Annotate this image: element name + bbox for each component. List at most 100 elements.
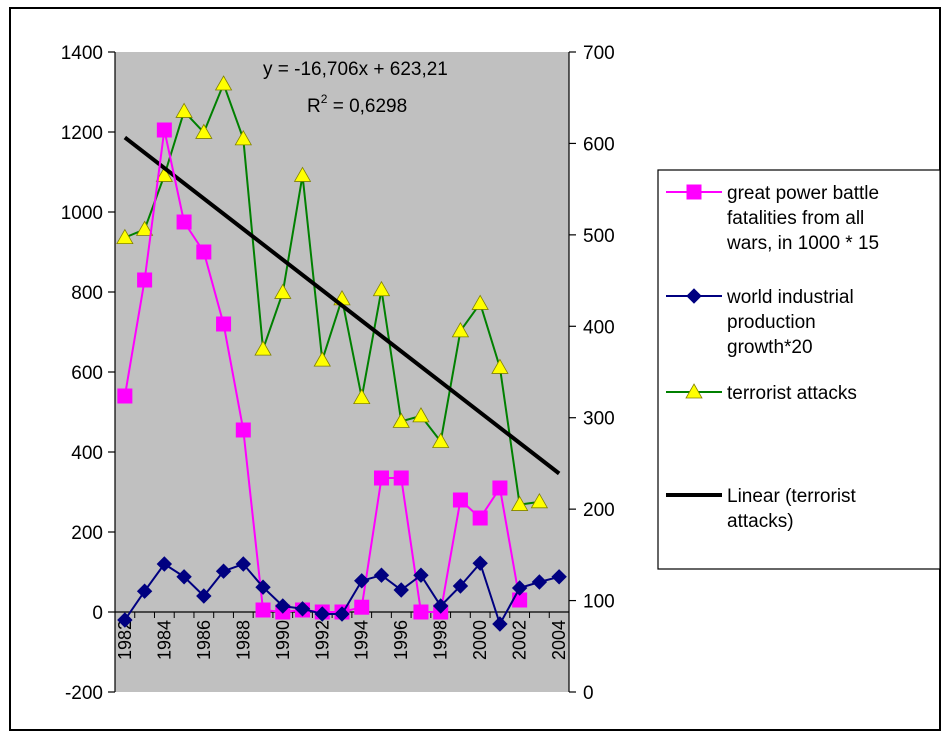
y-right-tick-label: 200 (583, 500, 615, 521)
series-point (234, 130, 252, 146)
series-point (314, 606, 330, 622)
y-right-tick-label: 700 (583, 43, 615, 64)
legend-label: production (727, 312, 816, 333)
series-point (392, 412, 410, 428)
series-point (136, 583, 153, 599)
legend-swatch-marker (686, 184, 702, 200)
y-left-tick-label: 800 (71, 283, 103, 304)
trendline-r-squared: R2 = 0,6298 (307, 92, 407, 117)
legend-label: Linear (terrorist (727, 486, 857, 507)
legend-label: world industrial (726, 287, 854, 308)
series-point (492, 616, 508, 632)
legend-label: attacks) (727, 511, 794, 532)
legend-swatch-marker (685, 383, 703, 399)
series-point (354, 599, 370, 615)
series-line (124, 81, 540, 506)
series-point (135, 220, 154, 236)
series-point (156, 556, 173, 572)
y-left-tick-label: 1200 (61, 123, 103, 144)
series-point (511, 580, 528, 596)
series-point (294, 601, 311, 617)
series-point (551, 569, 567, 585)
legend-label: terrorist attacks (727, 383, 857, 404)
legend-entry: world industrial production growth*20 (666, 287, 854, 358)
series-point (155, 166, 174, 182)
legend: great power battle fatalities from all war… (666, 183, 879, 532)
series-point (116, 228, 134, 245)
series-point (117, 388, 133, 404)
series-point (354, 573, 370, 589)
series-point (492, 480, 508, 496)
x-tick-label: 1996 (391, 620, 411, 660)
trendline (123, 135, 561, 476)
r2-exponent: 2 (321, 92, 328, 106)
series-point (393, 470, 409, 486)
series-point (235, 556, 252, 572)
legend-label: great power battle (727, 183, 879, 204)
series-group (117, 555, 567, 632)
x-tick-label: 1998 (431, 620, 451, 660)
x-tick-label: 1982 (115, 620, 135, 660)
y-right-tick-label: 500 (583, 226, 615, 247)
series-point (412, 407, 430, 423)
legend-box (657, 169, 941, 570)
x-tick-label: 2002 (510, 620, 530, 660)
x-tick-label: 2000 (470, 620, 490, 660)
series-point (195, 123, 213, 139)
x-tick-label: 1990 (273, 620, 293, 660)
series-point (255, 579, 271, 595)
series-point (214, 75, 233, 91)
x-tick-label: 2004 (549, 620, 569, 660)
series-point (491, 358, 509, 374)
y-left-tick-label: 0 (92, 603, 103, 624)
axes: -200 0 200 400 600 800 1000 1200 1400 0 100 200 300 4… (61, 43, 615, 704)
y-left-tick-label: 200 (71, 523, 103, 544)
r2-label: R (307, 96, 321, 117)
y-left-tick-label: 1000 (61, 203, 103, 224)
series-point (175, 102, 193, 118)
series-point (293, 166, 312, 182)
series-point (353, 388, 371, 405)
y-left-tick-label: 1400 (61, 43, 103, 64)
legend-entry: Linear (terrorist attacks) (666, 486, 857, 532)
y-left-tick-label: 600 (71, 363, 103, 384)
legend-label: growth*20 (727, 337, 813, 358)
series-point (196, 244, 212, 260)
series-point (413, 567, 429, 583)
series-point (530, 493, 549, 509)
legend-entry: terrorist attacks (666, 383, 857, 404)
legend-label: wars, in 1000 * 15 (726, 233, 879, 254)
series-point (373, 567, 390, 583)
legend-label: fatalities from all (727, 208, 864, 229)
x-tick-label: 1992 (312, 620, 332, 660)
x-tick-label: 1984 (154, 620, 174, 660)
y-right-tick-label: 600 (583, 134, 615, 155)
series-point (334, 606, 350, 622)
series-point (215, 563, 232, 579)
legend-entry: great power battle fatalities from all war… (666, 183, 879, 254)
series-point (372, 280, 391, 297)
trendline-equation: y = -16,706x + 623,21 (263, 59, 448, 80)
series-group (116, 75, 549, 511)
series-point (531, 574, 548, 590)
series-point (510, 495, 529, 511)
x-tick-label: 1994 (352, 620, 372, 660)
series-point (452, 578, 469, 594)
series-point (451, 322, 470, 338)
series-point (274, 283, 292, 299)
series-point (275, 598, 291, 614)
series-point (255, 602, 271, 618)
series-layer (116, 75, 567, 632)
r2-value: = 0,6298 (327, 96, 407, 117)
y-right-tick-label: 400 (583, 317, 615, 338)
series-point (471, 294, 489, 310)
series-point (373, 470, 389, 486)
series-point (117, 612, 133, 628)
x-tick-label: 1988 (233, 620, 253, 660)
series-point (393, 582, 409, 598)
series-point (472, 510, 488, 526)
legend-swatch-marker (686, 288, 702, 304)
series-point (313, 351, 331, 367)
